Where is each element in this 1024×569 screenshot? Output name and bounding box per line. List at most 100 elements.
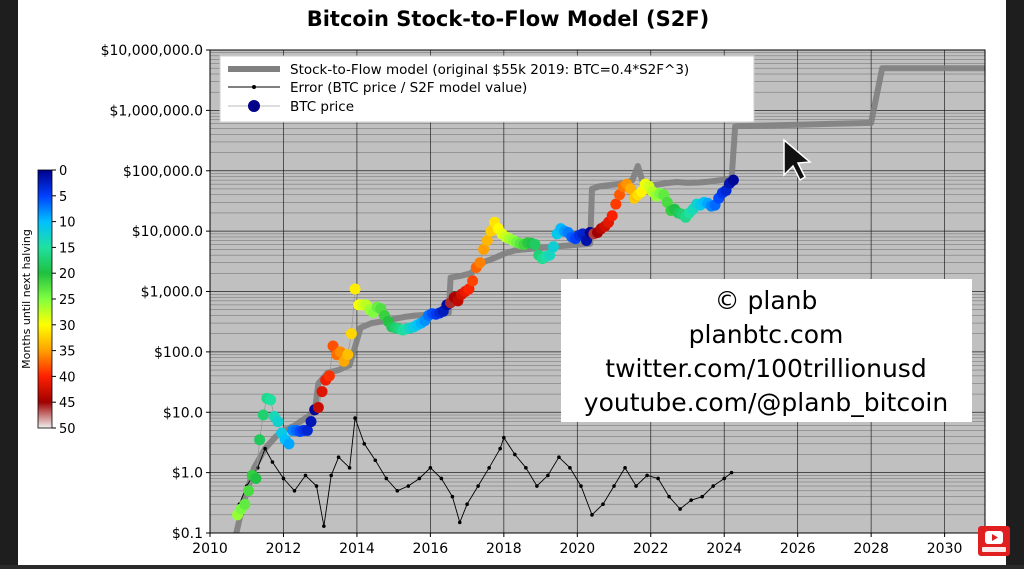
btc-price-point [265,394,277,406]
legend: Stock-to-Flow model (original $55k 2019:… [219,55,755,123]
error-point [557,455,561,460]
x-tick-label: 2030 [927,541,963,557]
error-point [546,473,550,478]
error-point [689,498,693,502]
btc-price-point [250,472,262,484]
error-point [428,466,433,470]
error-point [373,458,378,463]
error-point [579,484,583,488]
error-point [711,484,715,488]
x-tick-label: 2014 [339,541,375,557]
error-point [498,446,502,451]
x-tick-label: 2026 [780,541,816,557]
y-tick-label: $100.0 [154,345,203,361]
error-point [568,466,572,470]
colorbar-tick-label: 35 [59,345,76,360]
btc-price-point [610,198,622,210]
btc-price-point [283,438,295,450]
colorbar-label: Months until next halving [20,229,33,369]
watermark-line-2: planbtc.com [689,320,844,349]
mouse-pointer-icon [783,138,812,182]
subscribe-icon[interactable] [978,526,1010,556]
btc-price-point [301,424,313,436]
error-point [303,473,308,478]
colorbar: 0 5 10 15 20 25 30 35 40 45 50 Months until next h… [20,164,76,437]
error-point [263,446,267,451]
btc-price-point [327,340,339,352]
watermark-line-1: © planb [715,286,818,315]
error-point [678,507,682,511]
series-layer [232,65,985,533]
error-point [281,476,286,481]
colorbar-tick-label: 25 [59,293,76,308]
btc-price-point [323,370,335,382]
error-point [645,473,649,478]
btc-price-point [547,241,559,253]
error-point [590,513,594,517]
btc-price-point [254,434,266,446]
left-letterbox [0,0,18,565]
watermark-line-3: twitter.com/100trillionusd [605,354,926,383]
x-tick-label: 2016 [413,541,449,557]
watermark-line-4: youtube.com/@planb_bitcoin [584,388,948,417]
btc-price-point [614,189,626,201]
error-point [457,520,462,525]
btc-price-point [474,257,486,269]
x-tick-label: 2022 [633,541,669,557]
error-point [395,488,400,493]
x-tick-label: 2020 [559,541,595,557]
chart-title: Bitcoin Stock-to-Flow Model (S2F) [307,7,710,31]
x-axis: 2010 2012 2014 2016 2018 2020 2022 2024 2026 2028… [192,533,962,557]
legend-box [219,55,755,123]
error-point [270,460,275,464]
error-point [439,476,444,481]
btc-price-point [727,174,739,186]
x-tick-label: 2018 [486,541,522,557]
btc-price-point [478,243,490,255]
legend-price-marker [248,100,260,112]
error-point [406,484,411,488]
btc-price-point [345,328,357,340]
error-line [238,417,732,527]
error-point [292,488,297,493]
right-letterbox [1006,0,1024,565]
error-point [487,466,491,470]
y-axis: $0.1 $1.0 $10.0 $100.0 $1,000.0 $10,000.0 $100… [101,43,210,542]
colorbar-tick-label: 15 [59,241,76,256]
btc-price-point [467,275,479,287]
btc-price-point [529,239,541,251]
colorbar-tick-label: 50 [59,422,76,437]
y-tick-label: $1,000.0 [141,285,203,301]
y-tick-label: $10.0 [163,405,203,421]
btc-price-point [625,183,637,195]
btc-price-point [606,210,618,222]
s2f-chart: Bitcoin Stock-to-Flow Model (S2F) $0.1 $1… [20,7,986,557]
colorbar-tick-label: 30 [59,319,76,334]
x-tick-label: 2010 [192,541,228,557]
error-point [465,502,469,506]
x-tick-label: 2012 [266,541,302,557]
btc-price-point [243,485,255,497]
btc-price-point [316,386,328,398]
error-point [476,484,480,488]
colorbar-tick-label: 40 [59,370,76,385]
error-point [314,484,319,488]
y-tick-label: $10,000.0 [132,224,203,240]
colorbar-tick-label: 20 [59,267,76,282]
error-point [450,494,455,499]
error-point [722,476,727,481]
btc-price-point [257,409,269,421]
btc-price-point [544,249,556,261]
colorbar-tick-label: 5 [59,190,67,205]
btc-price-point [272,416,284,428]
error-point [362,442,367,446]
copyright-watermark: © planb planbtc.com twitter.com/100trill… [561,279,972,422]
error-point [667,494,671,499]
y-tick-label: $10,000,000.0 [101,43,203,59]
error-point [601,502,605,506]
colorbar-tick-label: 10 [59,216,76,231]
error-point [656,476,660,481]
legend-s2f-label: Stock-to-Flow model (original $55k 2019:… [290,62,689,78]
btc-price-point [312,401,324,413]
